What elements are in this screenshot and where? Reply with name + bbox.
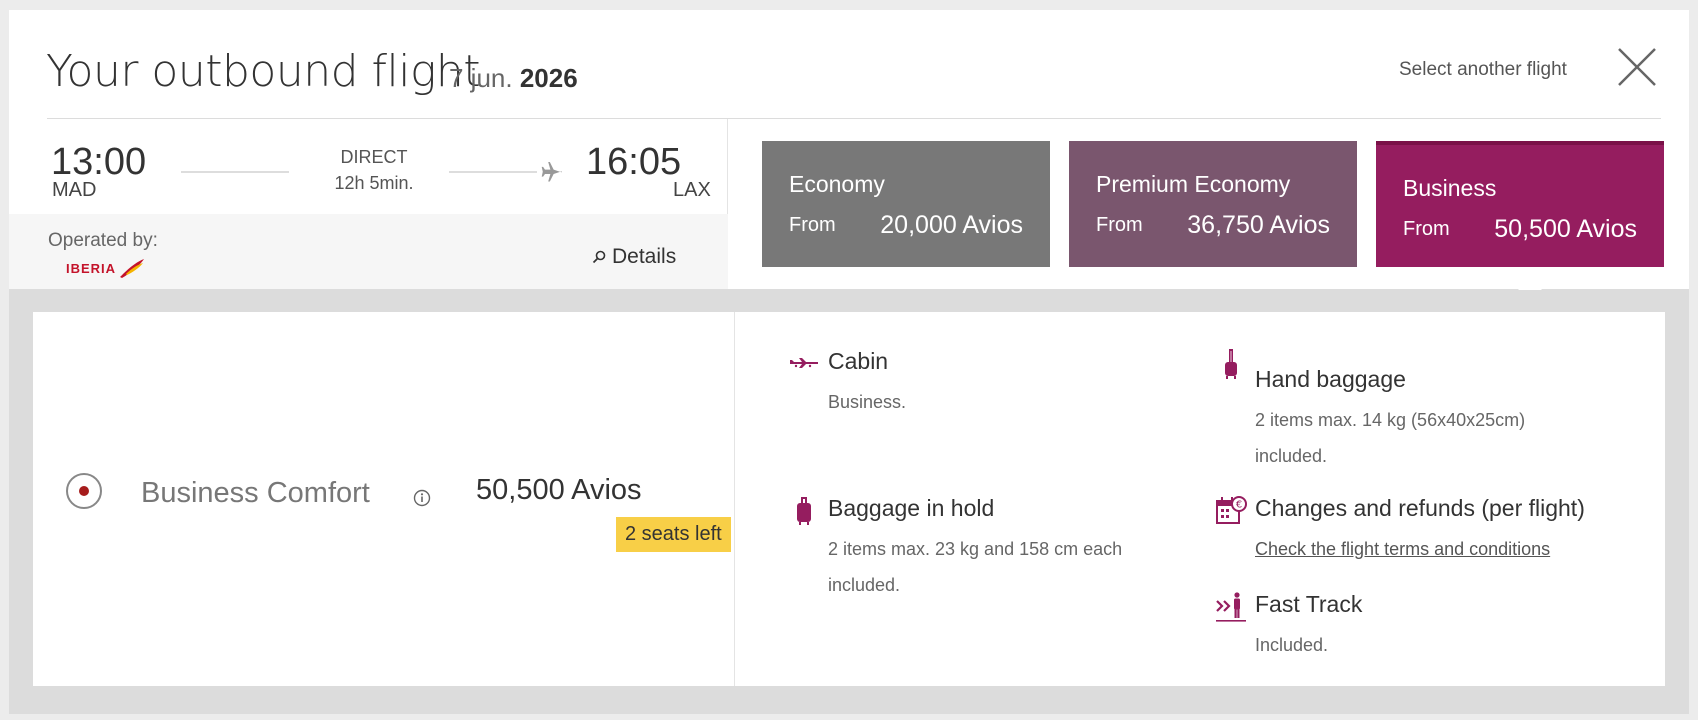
suitcase-icon — [797, 497, 811, 525]
feature-title: Cabin — [828, 348, 889, 374]
arrival-time: 16:05 — [586, 141, 682, 183]
plane-icon — [790, 358, 818, 368]
details-button[interactable]: Details — [592, 245, 676, 269]
operated-by-label: Operated by: — [48, 230, 158, 251]
fare-price: 20,000 Avios — [880, 211, 1023, 239]
cabin-bag-icon — [1225, 349, 1237, 379]
date-year: 2026 — [519, 63, 578, 93]
close-icon[interactable] — [1615, 45, 1659, 89]
seats-left-badge: 2 seats left — [616, 517, 731, 552]
arrival-airport: LAX — [673, 179, 711, 201]
header-divider — [47, 118, 1661, 119]
fast-track-icon — [1216, 592, 1246, 622]
info-icon[interactable] — [413, 489, 431, 507]
feature-title: Baggage in hold — [828, 495, 995, 521]
feature-desc-line: included. — [828, 575, 901, 595]
departure-time: 13:00 — [51, 141, 147, 183]
fare-from-label: From — [1096, 214, 1143, 236]
fare-economy[interactable]: Economy From 20,000 Avios — [762, 141, 1050, 267]
iberia-tail-icon — [120, 259, 145, 278]
flight-terms-link[interactable]: Check the flight terms and conditions — [1255, 539, 1551, 559]
svg-text:€: € — [1236, 500, 1242, 511]
flight-duration: 12h 5min. — [334, 173, 414, 193]
fare-from-label: From — [789, 214, 836, 236]
calendar-refund-icon: € — [1216, 496, 1247, 524]
iberia-logo: IBERIA — [66, 257, 146, 279]
page-title: Your outbound flight — [46, 46, 481, 97]
date-day: 7 jun. — [449, 63, 513, 93]
feature-desc-line: included. — [1255, 446, 1328, 466]
fare-name: Premium Economy — [1096, 171, 1291, 197]
feature-desc-line: 2 items max. 14 kg (56x40x25cm) — [1255, 410, 1526, 430]
fare-option-name: Business Comfort — [141, 477, 370, 509]
fare-price: 36,750 Avios — [1187, 211, 1330, 239]
stops-label: DIRECT — [340, 147, 408, 167]
fare-business[interactable]: Business From 50,500 Avios — [1376, 141, 1664, 267]
details-label: Details — [612, 245, 677, 268]
departure-airport: MAD — [52, 179, 97, 201]
select-another-flight-link[interactable]: Select another flight — [1399, 59, 1567, 80]
feature-desc: 2 items max. 23 kg and 158 cm each inclu… — [828, 531, 1122, 603]
fare-premium-economy[interactable]: Premium Economy From 36,750 Avios — [1069, 141, 1357, 267]
operator-name: IBERIA — [66, 260, 117, 276]
fare-detail-panel: Business Comfort 50,500 Avios 2 seats le… — [33, 312, 1665, 686]
search-icon — [592, 250, 606, 264]
feature-desc: Included. — [1255, 635, 1329, 655]
feature-desc: Business. — [828, 392, 907, 412]
route-line — [181, 171, 289, 173]
flight-itinerary: 13:00 MAD DIRECT 12h 5min. 16:05 LAX Ope… — [9, 119, 728, 289]
fare-name: Business — [1403, 175, 1497, 201]
fare-option-radio[interactable] — [66, 473, 102, 509]
feature-title: Hand baggage — [1255, 366, 1406, 392]
fare-name: Economy — [789, 171, 885, 197]
fare-price: 50,500 Avios — [1494, 215, 1637, 243]
flight-card: Your outbound flight 7 jun. 2026 Select … — [9, 10, 1689, 714]
feature-desc: Check the flight terms and conditions — [1255, 531, 1550, 567]
operator-strip: Operated by: IBERIA Details — [9, 214, 728, 289]
airplane-icon — [541, 162, 562, 182]
route-line — [449, 171, 537, 173]
fare-option-price: 50,500 Avios — [476, 474, 642, 506]
feature-desc-line: 2 items max. 23 kg and 158 cm each — [828, 539, 1123, 559]
feature-desc: 2 items max. 14 kg (56x40x25cm) included… — [1255, 402, 1525, 474]
feature-title: Fast Track — [1255, 591, 1363, 617]
selected-fare-pointer — [1518, 278, 1542, 290]
panel-divider — [734, 312, 735, 686]
feature-title: Changes and refunds (per flight) — [1255, 495, 1585, 521]
fare-from-label: From — [1403, 218, 1450, 240]
flight-date: 7 jun. 2026 — [449, 63, 578, 94]
